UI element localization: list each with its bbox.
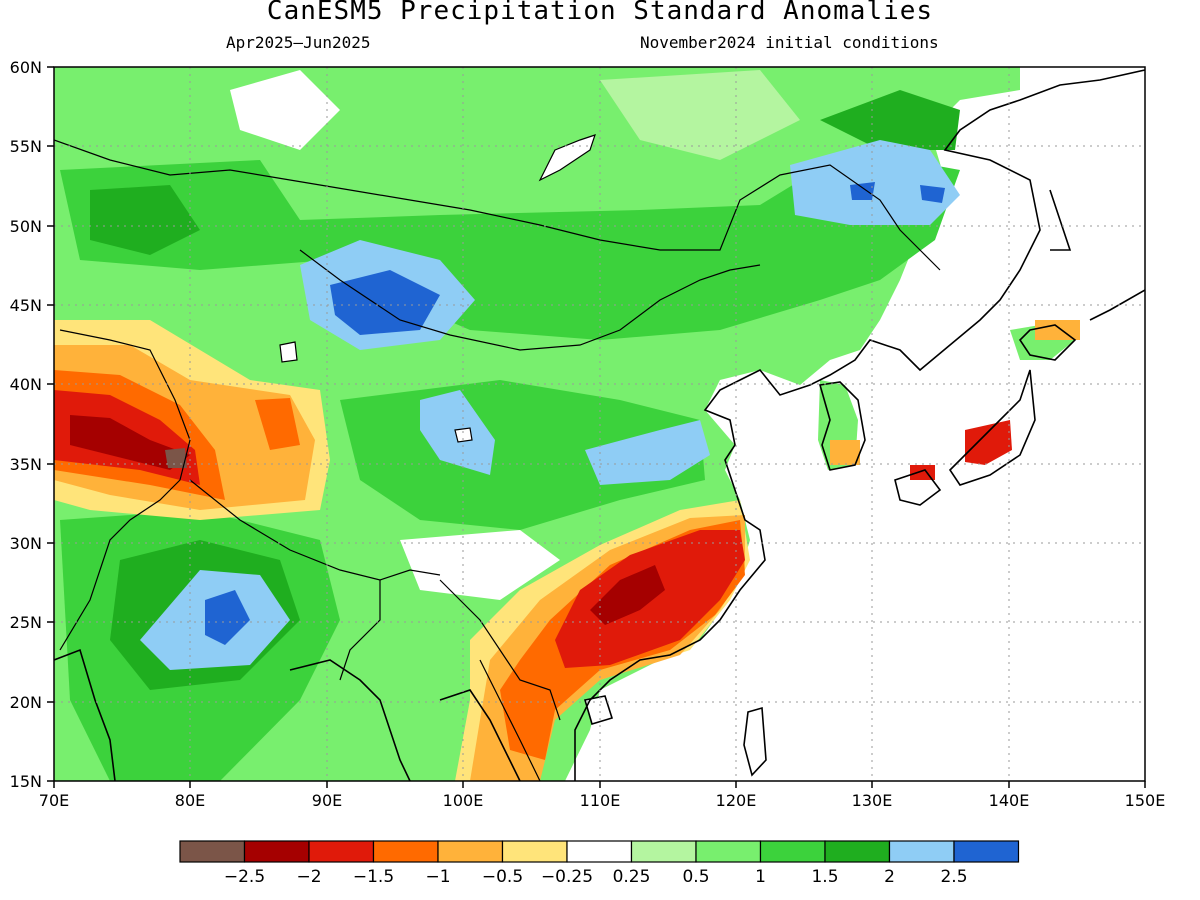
lon-tick-label: 150E xyxy=(1125,791,1166,810)
colorbar-swatch xyxy=(888,840,955,863)
colorbar-label: 0.5 xyxy=(682,867,709,887)
colorbar-swatch xyxy=(308,840,375,863)
tick-marks xyxy=(47,66,1146,788)
zone-darkorange-centralasia-2 xyxy=(255,398,300,450)
colorbar-swatch xyxy=(824,840,891,863)
lon-tick-label: 140E xyxy=(989,791,1030,810)
land-taiwan xyxy=(745,710,765,775)
zone-blue-manchuria xyxy=(790,140,960,225)
zone-orange-hokkaido xyxy=(1035,320,1080,340)
zone-green-2 xyxy=(90,185,200,255)
initial-conditions: November2024 initial conditions xyxy=(640,33,939,52)
lat-tick-label: 15N xyxy=(10,772,42,791)
zone-darkblue-manchuria-2 xyxy=(920,185,945,203)
colorbar-label: −1 xyxy=(425,867,450,887)
lon-labels: 70E 80E 90E 100E 110E 120E 130E 140E 150… xyxy=(39,791,1166,810)
forecast-period: Apr2025–Jun2025 xyxy=(226,33,371,52)
colorbar-swatch xyxy=(437,840,504,863)
colorbar-label: −2.5 xyxy=(224,867,265,887)
colorbar-label: 1.5 xyxy=(811,867,838,887)
zone-darkblue-mongolia xyxy=(330,270,440,335)
colorbar-label: 2.5 xyxy=(940,867,967,887)
lon-tick-label: 120E xyxy=(716,791,757,810)
lat-tick-label: 20N xyxy=(10,693,42,712)
zone-orange-korea xyxy=(830,440,860,465)
coastlines xyxy=(54,69,1145,781)
lon-tick-label: 90E xyxy=(312,791,342,810)
lon-tick-label: 130E xyxy=(852,791,893,810)
zone-white-north xyxy=(230,70,340,150)
zone-darkred-southchina xyxy=(590,565,665,625)
colorbar-label: −1.5 xyxy=(353,867,394,887)
lat-tick-label: 55N xyxy=(10,137,42,156)
colorbar-swatch xyxy=(695,840,762,863)
colorbar-label: 0.25 xyxy=(613,867,651,887)
colorbar-swatch xyxy=(630,840,697,863)
zone-darkred-centralasia xyxy=(70,415,190,470)
lat-tick-label: 35N xyxy=(10,455,42,474)
zone-darkblue-manchuria-1 xyxy=(850,182,875,200)
lat-tick-label: 50N xyxy=(10,217,42,236)
colorbar-swatch xyxy=(501,840,568,863)
lon-tick-label: 70E xyxy=(39,791,69,810)
colorbar-label: −0.5 xyxy=(482,867,523,887)
lat-tick-label: 25N xyxy=(10,613,42,632)
grid-lines xyxy=(54,67,1145,781)
lat-labels: 60N 55N 50N 45N 40N 35N 30N 25N 20N 15N xyxy=(10,58,42,791)
colorbar-swatch xyxy=(759,840,826,863)
lat-tick-label: 40N xyxy=(10,375,42,394)
colorbar-label: 2 xyxy=(884,867,895,887)
zone-brown-centralasia xyxy=(165,448,187,468)
lakes xyxy=(279,134,596,443)
lon-tick-label: 100E xyxy=(443,791,484,810)
colorbar-swatch xyxy=(243,840,310,863)
lon-tick-label: 110E xyxy=(580,791,621,810)
lat-tick-label: 30N xyxy=(10,534,42,553)
anomaly-field xyxy=(54,67,1145,781)
colorbar-swatch xyxy=(953,840,1020,863)
lat-tick-label: 60N xyxy=(10,58,42,77)
zone-lightgreen-north xyxy=(600,70,800,160)
colorbar-label: −2 xyxy=(296,867,321,887)
zone-darkblue-india xyxy=(205,590,250,645)
country-borders xyxy=(54,139,941,781)
zone-green-1-5 xyxy=(60,150,960,340)
colorbar-swatch xyxy=(179,840,246,863)
zone-green-2-b xyxy=(820,90,960,150)
zone-red-honshu xyxy=(965,420,1012,465)
lon-tick-label: 80E xyxy=(175,791,205,810)
colorbar-label: 1 xyxy=(755,867,766,887)
colorbar-label: −0.25 xyxy=(541,867,593,887)
land-hainan xyxy=(585,696,610,722)
map-title: CanESM5 Precipitation Standard Anomalies xyxy=(266,0,934,26)
colorbar-swatch xyxy=(372,840,439,863)
zone-white-south xyxy=(400,530,560,600)
zone-blue-yangtze xyxy=(585,420,710,485)
colorbar-swatch xyxy=(566,840,633,863)
lat-tick-label: 45N xyxy=(10,296,42,315)
colorbar: −2.5 −2 −1.5 −1 −0.5 −0.25 0.25 0.5 1 1.5 2 2.5 xyxy=(179,840,1020,887)
